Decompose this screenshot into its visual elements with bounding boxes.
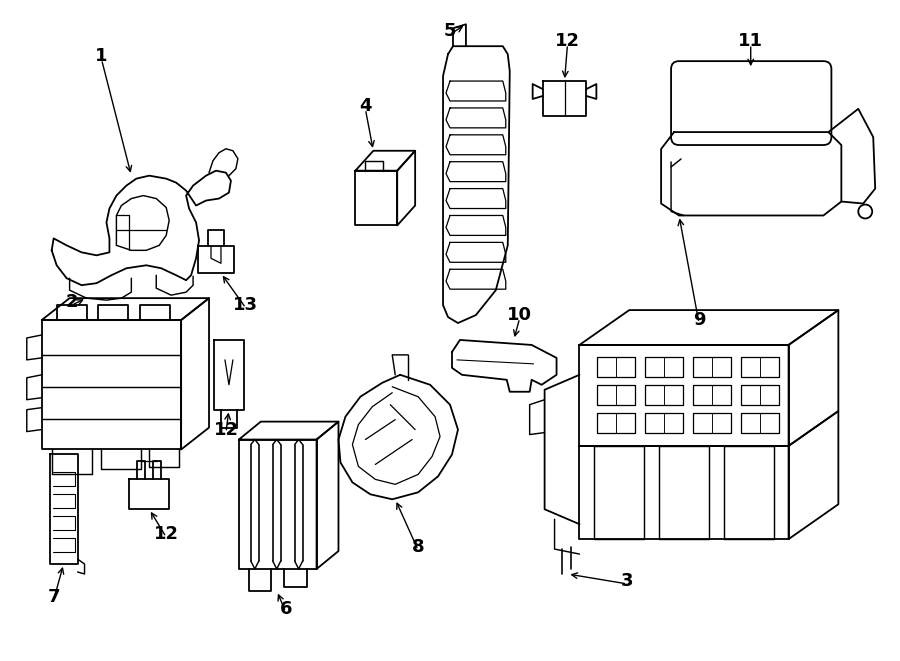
Text: 12: 12 <box>213 420 238 439</box>
Text: 5: 5 <box>444 22 456 40</box>
Text: 1: 1 <box>95 47 108 65</box>
Text: 12: 12 <box>154 525 179 543</box>
Text: 12: 12 <box>555 32 580 50</box>
Text: 2: 2 <box>66 293 77 311</box>
Text: 10: 10 <box>508 306 532 324</box>
Text: 7: 7 <box>48 588 60 606</box>
Text: 3: 3 <box>621 572 634 590</box>
Text: 8: 8 <box>412 538 425 556</box>
Text: 9: 9 <box>693 311 706 329</box>
Text: 11: 11 <box>738 32 763 50</box>
Text: 13: 13 <box>233 296 258 314</box>
Text: 4: 4 <box>359 97 372 115</box>
Text: 6: 6 <box>279 600 292 618</box>
